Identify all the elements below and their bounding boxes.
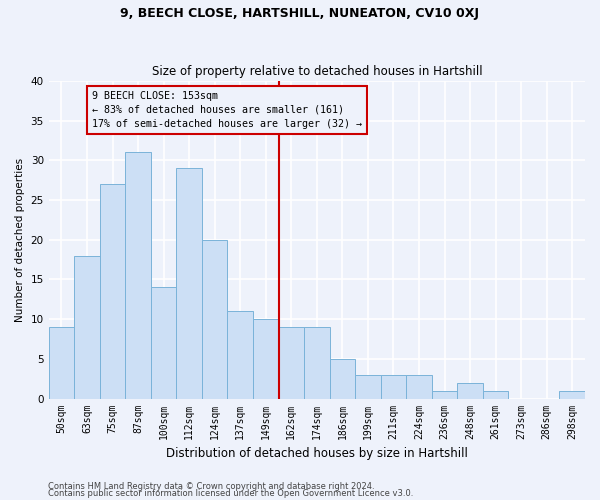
Bar bbox=[406, 374, 432, 398]
Bar bbox=[125, 152, 151, 398]
Bar bbox=[457, 382, 483, 398]
Bar bbox=[227, 311, 253, 398]
Text: 9 BEECH CLOSE: 153sqm
← 83% of detached houses are smaller (161)
17% of semi-det: 9 BEECH CLOSE: 153sqm ← 83% of detached … bbox=[92, 90, 362, 128]
Bar bbox=[329, 359, 355, 399]
Bar bbox=[74, 256, 100, 398]
Bar bbox=[49, 327, 74, 398]
Y-axis label: Number of detached properties: Number of detached properties bbox=[15, 158, 25, 322]
Bar bbox=[202, 240, 227, 398]
Bar bbox=[304, 327, 329, 398]
Title: Size of property relative to detached houses in Hartshill: Size of property relative to detached ho… bbox=[152, 66, 482, 78]
Bar bbox=[380, 374, 406, 398]
X-axis label: Distribution of detached houses by size in Hartshill: Distribution of detached houses by size … bbox=[166, 447, 468, 460]
Bar bbox=[100, 184, 125, 398]
Text: Contains public sector information licensed under the Open Government Licence v3: Contains public sector information licen… bbox=[48, 490, 413, 498]
Bar bbox=[483, 390, 508, 398]
Bar bbox=[176, 168, 202, 398]
Bar bbox=[278, 327, 304, 398]
Bar bbox=[355, 374, 380, 398]
Text: 9, BEECH CLOSE, HARTSHILL, NUNEATON, CV10 0XJ: 9, BEECH CLOSE, HARTSHILL, NUNEATON, CV1… bbox=[121, 8, 479, 20]
Bar bbox=[432, 390, 457, 398]
Text: Contains HM Land Registry data © Crown copyright and database right 2024.: Contains HM Land Registry data © Crown c… bbox=[48, 482, 374, 491]
Bar bbox=[253, 319, 278, 398]
Bar bbox=[559, 390, 585, 398]
Bar bbox=[151, 288, 176, 399]
